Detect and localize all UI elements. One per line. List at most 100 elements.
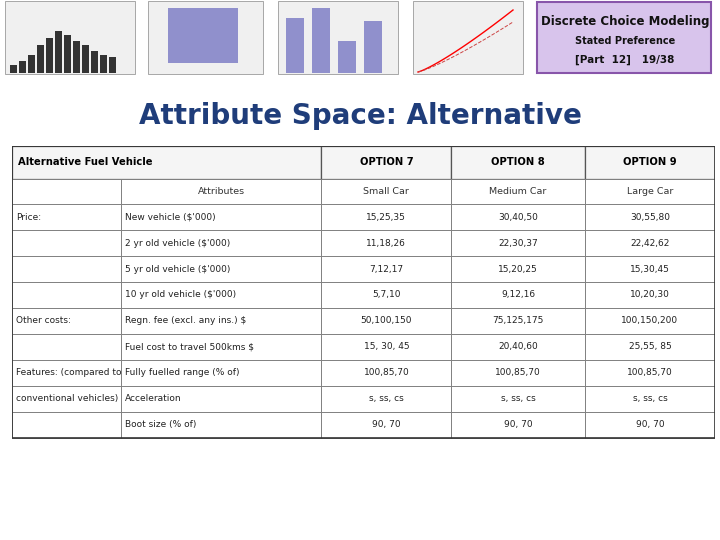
Text: 30,55,80: 30,55,80 <box>630 213 670 221</box>
Bar <box>585 204 715 230</box>
Bar <box>585 412 715 438</box>
Bar <box>19 61 26 73</box>
Bar <box>451 256 585 282</box>
Text: Stated Preference: Stated Preference <box>575 36 675 45</box>
Text: Small Car: Small Car <box>364 187 409 196</box>
Bar <box>321 146 451 179</box>
Text: Attribute Space: Alternative: Attribute Space: Alternative <box>138 102 582 130</box>
Bar <box>321 256 451 282</box>
Bar <box>286 18 304 73</box>
Text: Price:: Price: <box>17 213 41 221</box>
Bar <box>585 334 715 360</box>
Text: New vehicle ($'000): New vehicle ($'000) <box>125 213 216 221</box>
Text: 75,125,175: 75,125,175 <box>492 316 544 326</box>
Text: 22,42,62: 22,42,62 <box>630 239 670 247</box>
Bar <box>12 412 121 438</box>
Text: Other costs:: Other costs: <box>17 316 71 326</box>
Text: Regn. fee (excl. any ins.) $: Regn. fee (excl. any ins.) $ <box>125 316 246 326</box>
Bar <box>451 179 585 204</box>
Bar <box>10 65 17 73</box>
Bar <box>168 8 238 63</box>
Bar <box>46 38 53 73</box>
Bar <box>338 41 356 73</box>
Bar <box>585 360 715 386</box>
Text: Fully fuelled range (% of): Fully fuelled range (% of) <box>125 368 240 377</box>
Bar <box>121 412 321 438</box>
Bar <box>91 51 98 73</box>
Bar <box>451 360 585 386</box>
Text: OPTION 8: OPTION 8 <box>491 157 545 167</box>
Text: 9,12,16: 9,12,16 <box>501 291 535 300</box>
Text: 10 yr old vehicle ($'000): 10 yr old vehicle ($'000) <box>125 291 236 300</box>
Bar <box>12 179 121 204</box>
Text: Attributes: Attributes <box>197 187 245 196</box>
Bar <box>12 334 121 360</box>
Text: [Part  12]   19/38: [Part 12] 19/38 <box>575 55 675 65</box>
Bar <box>451 230 585 256</box>
Text: 90, 70: 90, 70 <box>372 420 400 429</box>
Bar <box>5 1 135 74</box>
Bar <box>121 308 321 334</box>
Text: 10,20,30: 10,20,30 <box>630 291 670 300</box>
Text: 15,20,25: 15,20,25 <box>498 265 538 273</box>
Bar <box>585 146 715 179</box>
Bar <box>12 146 321 179</box>
Text: Large Car: Large Car <box>627 187 673 196</box>
Text: Boot size (% of): Boot size (% of) <box>125 420 197 429</box>
Bar <box>321 230 451 256</box>
Bar <box>100 55 107 73</box>
Bar <box>321 282 451 308</box>
Bar <box>321 386 451 412</box>
Bar <box>82 45 89 73</box>
Text: 11,18,26: 11,18,26 <box>366 239 406 247</box>
Text: 20,40,60: 20,40,60 <box>498 342 538 352</box>
Text: Medium Car: Medium Car <box>490 187 547 196</box>
Bar <box>413 1 523 74</box>
Text: Acceleration: Acceleration <box>125 394 182 403</box>
Text: 5 yr old vehicle ($'000): 5 yr old vehicle ($'000) <box>125 265 230 273</box>
Bar <box>121 179 321 204</box>
Text: 22,30,37: 22,30,37 <box>498 239 538 247</box>
Bar <box>312 8 330 73</box>
Text: 15,25,35: 15,25,35 <box>366 213 406 221</box>
Bar <box>64 35 71 73</box>
Text: 7,12,17: 7,12,17 <box>369 265 403 273</box>
Bar <box>451 308 585 334</box>
Text: Alternative Fuel Vehicle: Alternative Fuel Vehicle <box>17 157 152 167</box>
Bar <box>12 386 121 412</box>
Text: 100,85,70: 100,85,70 <box>495 368 541 377</box>
Bar <box>321 360 451 386</box>
Text: 90, 70: 90, 70 <box>504 420 533 429</box>
Text: s, ss, cs: s, ss, cs <box>501 394 536 403</box>
Bar <box>121 334 321 360</box>
Bar <box>121 386 321 412</box>
Text: 30,40,50: 30,40,50 <box>498 213 538 221</box>
Text: 90, 70: 90, 70 <box>636 420 665 429</box>
Text: 50,100,150: 50,100,150 <box>361 316 412 326</box>
Bar <box>451 334 585 360</box>
Text: 2 yr old vehicle ($'000): 2 yr old vehicle ($'000) <box>125 239 230 247</box>
Bar <box>321 179 451 204</box>
Text: 25,55, 85: 25,55, 85 <box>629 342 671 352</box>
Text: s, ss, cs: s, ss, cs <box>633 394 667 403</box>
Bar <box>12 204 121 230</box>
Text: Discrete Choice Modeling: Discrete Choice Modeling <box>541 15 709 28</box>
Text: 15, 30, 45: 15, 30, 45 <box>364 342 409 352</box>
Bar <box>364 21 382 73</box>
Bar <box>451 412 585 438</box>
Text: 100,85,70: 100,85,70 <box>364 368 409 377</box>
Bar <box>121 204 321 230</box>
Bar <box>585 282 715 308</box>
Bar <box>73 41 80 73</box>
Bar <box>121 230 321 256</box>
Bar <box>585 179 715 204</box>
Text: conventional vehicles): conventional vehicles) <box>17 394 119 403</box>
Bar <box>451 386 585 412</box>
Bar <box>451 146 585 179</box>
Bar <box>321 204 451 230</box>
Text: 100,85,70: 100,85,70 <box>627 368 673 377</box>
Bar <box>321 412 451 438</box>
Bar <box>12 146 715 438</box>
Bar <box>321 334 451 360</box>
FancyBboxPatch shape <box>537 2 711 73</box>
